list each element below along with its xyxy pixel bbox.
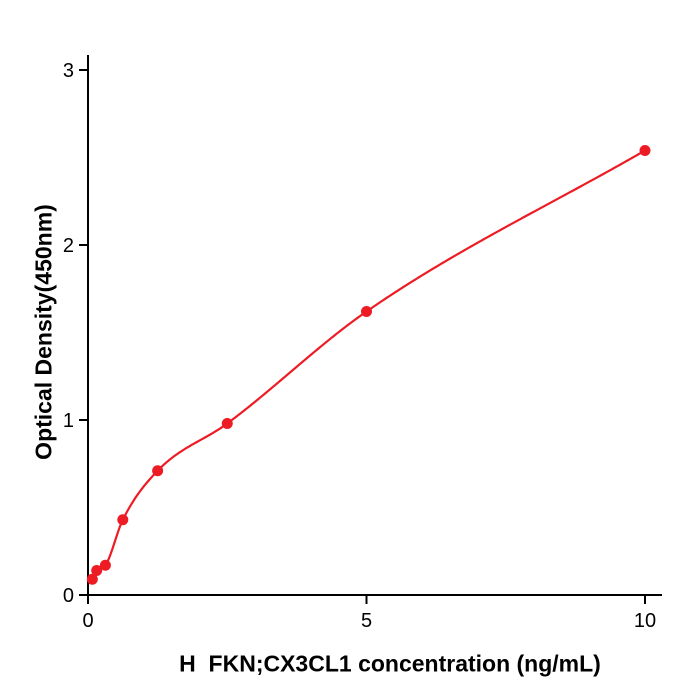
- data-point: [86, 573, 98, 585]
- y-tick-label: 1: [63, 410, 74, 432]
- data-point: [152, 465, 164, 477]
- x-axis-title: H FKN;CX3CL1 concentration (ng/mL): [179, 650, 601, 677]
- data-point: [117, 514, 129, 526]
- data-point: [361, 306, 372, 317]
- x-tick-label: 10: [634, 610, 656, 632]
- y-axis-title: Optical Density(450nm): [30, 204, 57, 460]
- x-tick-label: 0: [82, 610, 93, 632]
- y-tick-label: 2: [63, 235, 74, 257]
- data-point: [99, 559, 111, 571]
- x-tick-label: 5: [361, 610, 372, 632]
- y-tick-label: 0: [63, 585, 74, 607]
- fitted-curve: [91, 149, 647, 581]
- data-point: [639, 145, 651, 156]
- data-point: [221, 418, 233, 429]
- y-tick-label: 3: [63, 60, 74, 82]
- data-point: [91, 565, 103, 576]
